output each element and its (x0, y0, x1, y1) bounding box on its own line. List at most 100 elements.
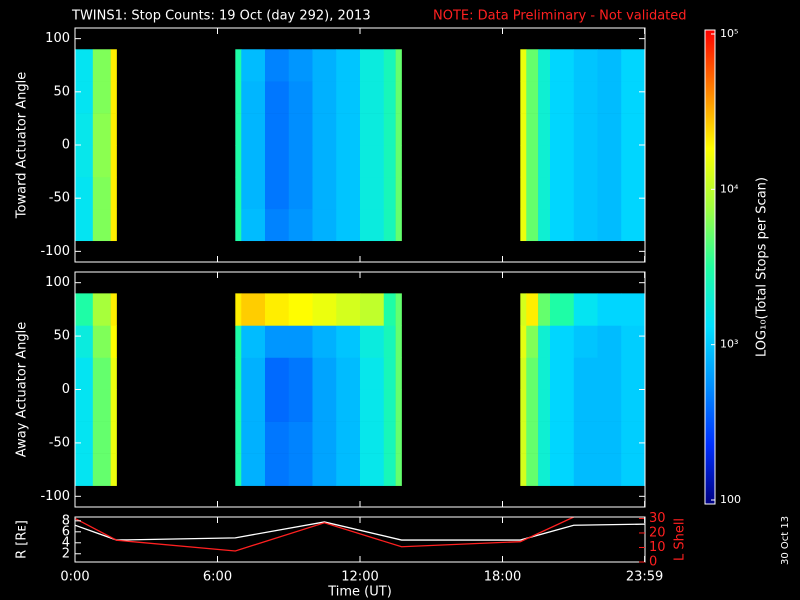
heatmap-cell (383, 81, 396, 114)
y-tick-label: 6 (62, 524, 70, 539)
heatmap-cell (383, 421, 396, 454)
heatmap-cell (265, 145, 290, 178)
heatmap-cell (538, 389, 551, 422)
heatmap-cell (75, 208, 94, 242)
heatmap-cell (288, 49, 313, 82)
heatmap-cell (520, 145, 527, 178)
heatmap-cell (550, 113, 575, 146)
heatmap-cell (597, 49, 622, 82)
y-tick-label: 0 (62, 138, 70, 153)
heatmap-cell (395, 81, 402, 114)
heatmap-cell (550, 293, 575, 326)
heatmap-cell (288, 208, 313, 242)
heatmap-cell (336, 293, 361, 326)
heatmap-cell (265, 113, 290, 146)
heatmap-cell (538, 325, 551, 358)
heatmap-cell (597, 145, 622, 178)
x-tick-label: 0:00 (60, 570, 89, 585)
heatmap-cell (235, 453, 242, 486)
heatmap-cell (265, 389, 290, 422)
heatmap-cell (538, 81, 551, 114)
heatmap-cell (92, 113, 111, 146)
heatmap-cell (538, 145, 551, 178)
y-tick-label: 50 (53, 329, 70, 344)
heatmap-cell (336, 113, 361, 146)
heatmap-cell (395, 421, 402, 454)
heatmap-cell (526, 293, 539, 326)
heatmap-cell (235, 49, 242, 82)
x-tick-label: 12:00 (341, 570, 378, 585)
heatmap-cell (520, 293, 527, 326)
heatmap-cell (336, 357, 361, 390)
heatmap-cell (550, 357, 575, 390)
heatmap-cell (336, 453, 361, 486)
heatmap-cell (110, 113, 117, 146)
heatmap-cell (235, 113, 242, 146)
y-tick-label: -100 (40, 244, 70, 259)
heatmap-cell (92, 81, 111, 114)
heatmap-cell (538, 113, 551, 146)
heatmap-cell (526, 357, 539, 390)
heatmap-cell (92, 176, 111, 210)
heatmap-cell (235, 325, 242, 358)
y-tick-label: 100 (45, 275, 70, 290)
heatmap-cell (265, 49, 290, 82)
heatmap-cell (92, 49, 111, 82)
heatmap-cell (312, 113, 337, 146)
heatmap-cell (520, 113, 527, 146)
heatmap-cell (75, 113, 94, 146)
heatmap-cell (110, 81, 117, 114)
heatmap-cell (241, 81, 266, 114)
heatmap-cell (235, 176, 242, 210)
heatmap-cell (621, 357, 646, 390)
heatmap-cell (597, 208, 622, 242)
heatmap-cell (520, 176, 527, 210)
colorbar (704, 29, 716, 505)
heatmap-cell (573, 453, 598, 486)
heatmap-cell (526, 453, 539, 486)
heatmap-cell (573, 421, 598, 454)
heatmap-cell (288, 453, 313, 486)
heatmap-cell (110, 176, 117, 210)
heatmap-cell (288, 325, 313, 358)
heatmap-cell (241, 208, 266, 242)
heatmap-cell (288, 176, 313, 210)
heatmap-cell (360, 49, 385, 82)
heatmap-cell (235, 389, 242, 422)
heatmap-cell (288, 357, 313, 390)
heatmap-cell (526, 421, 539, 454)
heatmap-cell (312, 293, 337, 326)
heatmap-cell (383, 208, 396, 242)
heatmap-cell (395, 293, 402, 326)
heatmap-cell (597, 293, 622, 326)
heatmap-cell (573, 176, 598, 210)
heatmap-cell (110, 389, 117, 422)
heatmap-cell (241, 113, 266, 146)
heatmap-cell (573, 145, 598, 178)
heatmap-cell (550, 421, 575, 454)
heatmap-cell (550, 81, 575, 114)
heatmap-cell (110, 453, 117, 486)
heatmap-cell (265, 357, 290, 390)
heatmap-cell (360, 421, 385, 454)
heatmap-cell (75, 49, 94, 82)
heatmap-cell (336, 389, 361, 422)
heatmap-cell (395, 145, 402, 178)
heatmap-cell (597, 389, 622, 422)
heatmap-cell (360, 113, 385, 146)
heatmap-cell (621, 453, 646, 486)
heatmap-cell (336, 208, 361, 242)
heatmap-cell (312, 325, 337, 358)
heatmap-cell (550, 389, 575, 422)
heatmap-cell (383, 453, 396, 486)
heatmap-cell (235, 293, 242, 326)
heatmap-cell (241, 176, 266, 210)
x-tick-label: 6:00 (203, 570, 232, 585)
heatmap-cell (265, 293, 290, 326)
heatmap-cell (360, 325, 385, 358)
heatmap-cell (395, 389, 402, 422)
chart-title: TWINS1: Stop Counts: 19 Oct (day 292), 2… (71, 9, 371, 24)
heatmap-cell (621, 176, 646, 210)
heatmap-cell (395, 208, 402, 242)
